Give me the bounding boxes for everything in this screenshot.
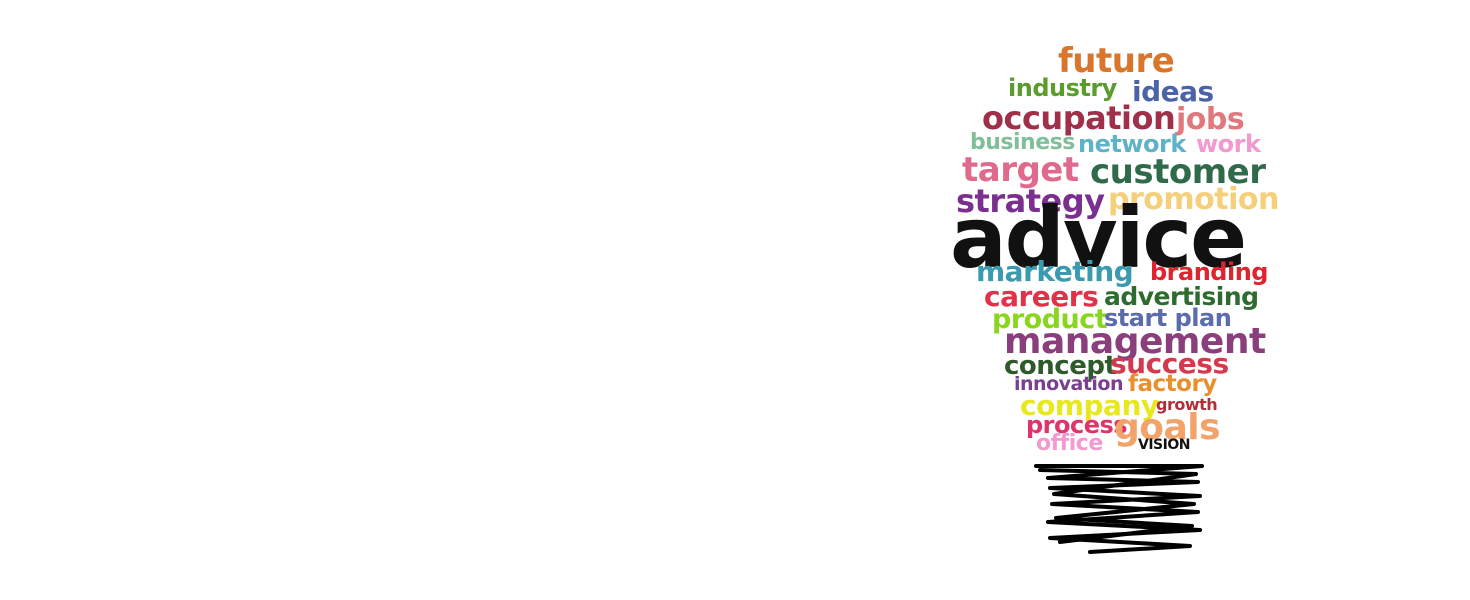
word-branding: branding xyxy=(1150,258,1268,286)
word-company: company xyxy=(1020,389,1159,422)
word-vision: VISION xyxy=(1138,437,1190,453)
lightbulb-base-icon xyxy=(1034,464,1204,554)
word-network: network xyxy=(1078,130,1186,158)
word-innovation: innovation xyxy=(1014,373,1124,395)
word-factory: factory xyxy=(1128,371,1217,397)
word-goals: goals xyxy=(1114,407,1221,448)
word-work: work xyxy=(1196,130,1261,158)
word-process: process xyxy=(1026,411,1128,439)
word-careers: careers xyxy=(984,280,1099,313)
word-advertising: advertising xyxy=(1104,282,1259,311)
word-marketing: marketing xyxy=(976,255,1134,288)
word-occupation: occupation xyxy=(982,99,1176,137)
word-jobs: jobs xyxy=(1176,102,1245,137)
word-business: business xyxy=(970,130,1075,155)
word-target: target xyxy=(962,150,1079,190)
word-advice: advice xyxy=(950,189,1247,287)
word-product: product xyxy=(992,304,1108,335)
word-strategy: strategy xyxy=(956,182,1105,220)
word-management: management xyxy=(1004,321,1266,362)
word-customer: customer xyxy=(1090,152,1266,192)
word-success: success xyxy=(1110,347,1229,380)
advice-word-cloud-lightbulb: future industry ideas occupation jobs bu… xyxy=(940,30,1300,570)
word-concept: concept xyxy=(1004,351,1117,381)
word-start-plan: start plan xyxy=(1104,304,1232,332)
word-industry: industry xyxy=(1008,74,1117,102)
word-promotion: promotion xyxy=(1108,182,1279,217)
word-future: future xyxy=(1058,41,1175,81)
word-growth: growth xyxy=(1156,395,1218,414)
word-office: office xyxy=(1036,431,1103,456)
word-ideas: ideas xyxy=(1132,75,1214,108)
